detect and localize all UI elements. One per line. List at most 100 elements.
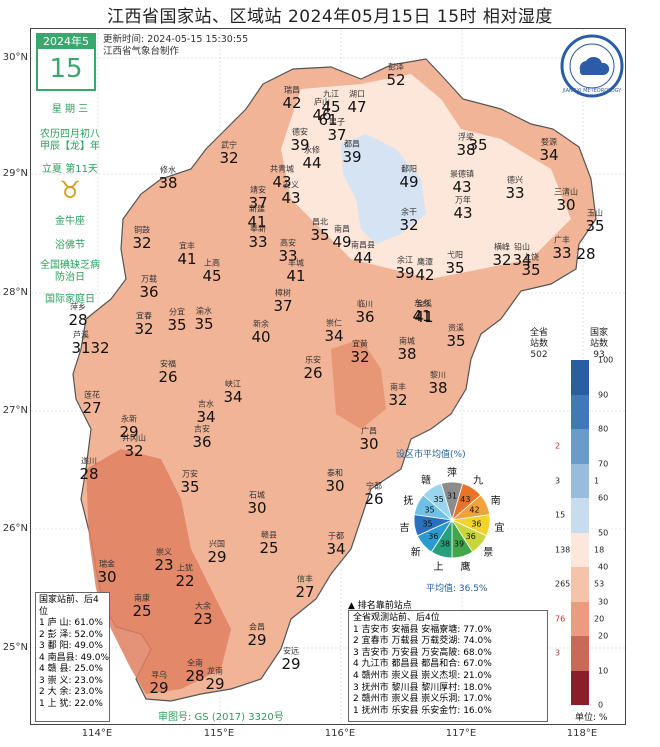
station-value: 44 xyxy=(353,249,373,267)
dry-southwest xyxy=(86,449,231,694)
lunar-date: 农历四月初八 xyxy=(40,129,100,140)
station-value: 35 xyxy=(468,136,488,154)
ranking-title: 国家站前、后4位 xyxy=(39,595,99,617)
station-value: 49 xyxy=(399,173,419,191)
station-name: 新建 xyxy=(249,204,265,214)
station-value: 34 xyxy=(223,388,243,406)
station-name: 广昌 xyxy=(361,426,377,436)
station-value: 38 xyxy=(397,345,417,363)
station-value: 41 xyxy=(247,213,267,231)
station-name: 共青城 xyxy=(270,164,294,174)
station-value: 35 xyxy=(446,332,466,350)
ranking-row: 4 赣 县: 25.0% xyxy=(39,664,103,674)
station-name: 三清山 xyxy=(554,187,578,197)
pie-average: 平均值: 36.5% xyxy=(426,584,488,594)
observance-2: 防治日 xyxy=(55,272,85,283)
station-name: 莲花 xyxy=(84,390,100,400)
ranking-row: 2 彭 泽: 52.0% xyxy=(39,629,103,640)
legend-unit: 单位: % xyxy=(575,713,608,723)
lon-label: 114°E xyxy=(81,728,113,739)
station-value: 37 xyxy=(248,194,268,212)
legend-swatch xyxy=(571,498,589,533)
station-value: 22 xyxy=(175,572,195,590)
lon-label: 118°E xyxy=(566,728,598,739)
station-name: 南昌 xyxy=(334,224,350,234)
station-value: 43 xyxy=(453,204,473,222)
map-frame xyxy=(30,28,626,725)
station-value: 26 xyxy=(364,490,384,508)
ranking-row: 1 庐 山: 61.0% xyxy=(39,618,103,628)
station-value: 35 xyxy=(194,315,214,333)
station-name: 崇义 xyxy=(156,547,172,557)
station-value: 23 xyxy=(154,556,174,574)
legend-count-a: 265 xyxy=(555,579,571,589)
station-value: 33 xyxy=(552,244,572,262)
station-value: 61 xyxy=(318,111,338,129)
station-value: 32 xyxy=(132,234,152,252)
station-name: 石城 xyxy=(249,490,265,500)
ranking-title: 全省观测站前、后4位 xyxy=(353,613,440,623)
station-value: 28 xyxy=(79,465,99,483)
station-name: 铜鼓 xyxy=(134,225,150,235)
station-value: 35 xyxy=(310,226,330,244)
station-value: 38 xyxy=(428,379,448,397)
station-value: 27 xyxy=(295,583,315,601)
station-value: 36 xyxy=(192,433,212,451)
station-name: 临川 xyxy=(357,299,373,309)
station-name: 万载 xyxy=(141,274,157,284)
station-value: 32 xyxy=(399,216,419,234)
legend-count-b: 53 xyxy=(594,579,605,589)
station-name: 星子 xyxy=(329,117,345,127)
station-name: 九江 xyxy=(323,89,339,99)
station-value: 45 xyxy=(321,98,341,116)
pie-value: 35 xyxy=(422,520,432,529)
station-name: 鄱阳 xyxy=(401,164,417,174)
station-value: 43 xyxy=(281,189,301,207)
station-value: 40 xyxy=(251,328,271,346)
ranking-row: 4 赣州市 崇义县 崇义杰坝: 21.0% xyxy=(353,670,492,681)
poyang-lake xyxy=(341,134,426,244)
legend-level: 40 xyxy=(598,562,609,572)
legend-level: 100 xyxy=(598,355,614,365)
station-value: 35 xyxy=(180,478,200,496)
station-name: 信丰 xyxy=(297,574,313,584)
station-value: 32 xyxy=(388,391,408,409)
station-name: 大余 xyxy=(195,601,211,611)
station-name: 靖安 xyxy=(250,185,266,195)
ranking-row: 4 南昌县: 49.0% xyxy=(39,652,110,663)
station-value: 46 xyxy=(312,106,332,124)
station-value: 38 xyxy=(158,174,178,192)
zodiac: 金牛座 xyxy=(55,216,85,227)
station-name: 高安 xyxy=(280,238,296,248)
legend-count-a: 15 xyxy=(555,510,566,520)
update-info: 更新时间: 2024-05-15 15:30:55 江西省气象台制作 xyxy=(103,34,248,58)
station-value: 26 xyxy=(303,364,323,382)
pie-value: 36 xyxy=(471,520,481,529)
station-name: 安义 xyxy=(283,180,299,190)
date-calendar: 2024年5月 15 xyxy=(36,33,96,91)
lat-label: 29°N xyxy=(2,168,28,179)
station-name: 金溪 xyxy=(416,299,432,309)
station-name: 新余 xyxy=(253,319,269,329)
legend-swatch xyxy=(571,463,589,498)
station-name: 余干 xyxy=(401,207,417,217)
weekday: 星 期 三 xyxy=(51,104,89,115)
station-value: 30 xyxy=(247,499,267,517)
station-value: 41 xyxy=(412,307,432,325)
lon-label: 117°E xyxy=(445,728,477,739)
station-name: 永新 xyxy=(121,414,137,424)
station-value: 35 xyxy=(167,316,187,334)
station-name: 庐山 xyxy=(314,97,330,107)
station-value: 25 xyxy=(259,539,279,557)
station-value: 35 xyxy=(521,261,541,279)
pie-value: 35 xyxy=(434,495,444,504)
station-value: 34 xyxy=(196,408,216,426)
station-name: 宁都 xyxy=(366,481,382,491)
update-time: 更新时间: 2024-05-15 15:30:55 xyxy=(103,34,249,45)
station-value: 29 xyxy=(149,679,169,697)
pie-label: 新 xyxy=(411,545,421,558)
ranking-row: 2 宜春市 万载县 万载茭湖: 74.0% xyxy=(353,636,492,647)
station-value: 39 xyxy=(395,264,415,282)
legend-swatch xyxy=(571,394,589,429)
ranking-row: 1 上 犹: 22.0% xyxy=(39,698,103,709)
